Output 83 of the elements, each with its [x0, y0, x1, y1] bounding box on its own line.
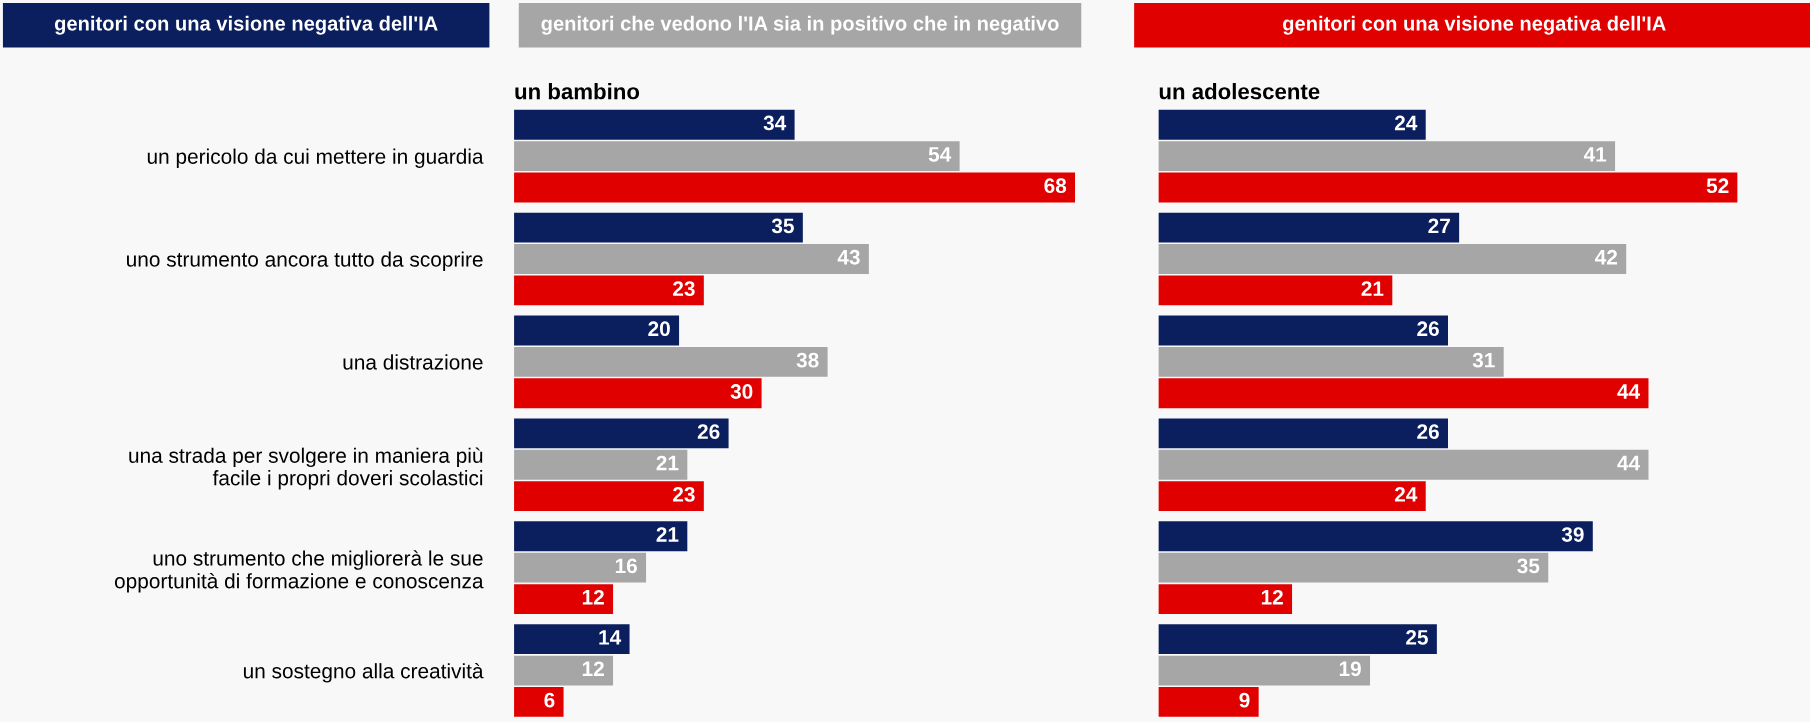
data-label: 44 [1617, 384, 1641, 399]
bar [1158, 275, 1393, 306]
data-label: 14 [599, 630, 622, 645]
bar [514, 687, 564, 717]
bar [1158, 552, 1549, 583]
data-label: 12 [582, 661, 604, 676]
bar [1158, 481, 1426, 512]
bar [1158, 141, 1616, 172]
data-label: 30 [730, 384, 753, 399]
data-label: 24 [1394, 115, 1418, 131]
data-label: 25 [1406, 630, 1428, 645]
bar [1158, 172, 1738, 203]
bar [1158, 346, 1504, 377]
y-tick-label: un sostegno alla creatività [243, 662, 484, 683]
bar [514, 172, 1076, 203]
data-label: 27 [1428, 218, 1450, 234]
data-label: 39 [1561, 527, 1584, 542]
bar [514, 584, 614, 614]
bar [514, 315, 680, 346]
bar [1158, 212, 1460, 243]
bar [514, 552, 647, 583]
data-label: 19 [1339, 661, 1361, 677]
bar [1158, 418, 1448, 449]
text: genitori con una visione negativa dell'IA [1283, 15, 1666, 35]
bar [514, 275, 704, 306]
bar [1158, 449, 1649, 480]
data-label: 12 [582, 589, 604, 605]
data-label: 6 [544, 692, 555, 708]
data-label: 34 [763, 115, 787, 131]
y-tick-label: una distrazione [343, 354, 483, 370]
bar [1158, 109, 1426, 140]
data-label: 38 [796, 352, 819, 368]
text: genitori che vedono l'IA sia in positivo che in negativo [541, 15, 1059, 35]
data-label: 23 [673, 281, 695, 297]
bar [1158, 378, 1649, 409]
bar [514, 521, 688, 552]
bar [514, 624, 630, 655]
bar [514, 449, 688, 480]
bar [1158, 584, 1293, 614]
bar [514, 346, 828, 377]
data-label: 43 [837, 249, 860, 265]
data-label: 54 [928, 147, 952, 162]
data-label: 26 [1417, 424, 1439, 439]
data-label: 20 [648, 321, 670, 337]
data-label: 21 [656, 455, 679, 471]
bar [514, 141, 960, 172]
data-label: 35 [1517, 558, 1540, 574]
data-label: 68 [1044, 178, 1067, 194]
data-label: 12 [1261, 589, 1283, 605]
data-label: 26 [1417, 321, 1439, 337]
data-label: 44 [1617, 455, 1641, 471]
bar [514, 378, 762, 409]
data-label: 9 [1239, 692, 1250, 708]
y-tick-label: uno strumento che migliorerà le sue opportunità di formazione e conoscenza [114, 550, 484, 593]
data-label: 23 [673, 487, 695, 502]
data-label: 24 [1394, 487, 1418, 502]
bar [1158, 244, 1627, 274]
data-label: 41 [1583, 147, 1607, 162]
chart-title: un bambino [515, 83, 640, 100]
data-label: 16 [615, 558, 637, 574]
y-tick-label: una strada per svolgere in maniera più facile i propri doveri scolastici [129, 447, 483, 490]
bar [514, 212, 803, 243]
data-label: 26 [697, 424, 720, 439]
bar [514, 244, 869, 274]
bar [1158, 624, 1437, 655]
bar [514, 109, 795, 140]
data-label: 31 [1472, 352, 1495, 368]
bar [1158, 687, 1259, 717]
bar [1158, 655, 1371, 686]
bar [1158, 521, 1593, 552]
data-label: 35 [771, 218, 794, 234]
chart-title: un adolescente [1159, 83, 1320, 100]
bar [514, 418, 729, 449]
bar [514, 481, 704, 512]
text: genitori con una visione negativa dell'IA [54, 15, 438, 35]
data-label: 42 [1595, 249, 1618, 265]
bar [514, 655, 614, 686]
data-label: 52 [1706, 178, 1729, 194]
y-tick-label: uno strumento ancora tutto da scoprire [127, 251, 483, 271]
y-tick-label: un pericolo da cui mettere in guardia [147, 148, 484, 168]
data-label: 21 [1361, 281, 1384, 296]
data-label: 21 [656, 527, 679, 542]
bar [1158, 315, 1448, 346]
